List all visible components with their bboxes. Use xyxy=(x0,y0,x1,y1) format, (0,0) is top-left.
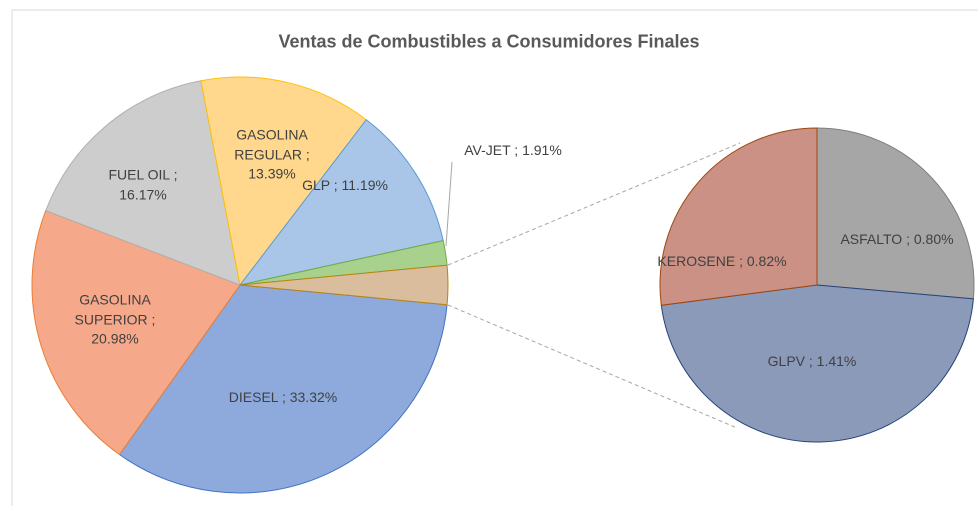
connector-line xyxy=(447,304,738,429)
connector-line xyxy=(447,142,741,266)
pie-slice xyxy=(239,264,449,306)
data-label: GASOLINA REGULAR ; 13.39% xyxy=(234,126,310,182)
pie-slice xyxy=(660,284,974,443)
data-label: DIESEL ; 33.32% xyxy=(228,389,338,406)
pie-slice xyxy=(238,119,444,286)
chart-title: Ventas de Combustibles a Consumidores Fi… xyxy=(278,31,700,52)
pie-slice xyxy=(118,284,448,494)
pie-slice xyxy=(45,80,241,286)
data-label: GLP ; 11.19% xyxy=(302,177,388,194)
data-label: GLPV ; 1.41% xyxy=(767,353,857,370)
pie-slice xyxy=(31,209,241,456)
pie-slice xyxy=(816,127,975,300)
data-label: AV-JET ; 1.91% xyxy=(464,142,562,159)
chart-frame xyxy=(11,9,978,506)
pie-slice xyxy=(200,76,367,287)
pie-slice xyxy=(659,127,818,306)
data-label: GASOLINA SUPERIOR ; 20.98% xyxy=(74,291,156,347)
leader-line xyxy=(445,161,453,247)
data-label: FUEL OIL ; 16.17% xyxy=(108,166,178,202)
data-label: ASFALTO ; 0.80% xyxy=(840,231,954,248)
data-label: KEROSENE ; 0.82% xyxy=(657,253,787,270)
